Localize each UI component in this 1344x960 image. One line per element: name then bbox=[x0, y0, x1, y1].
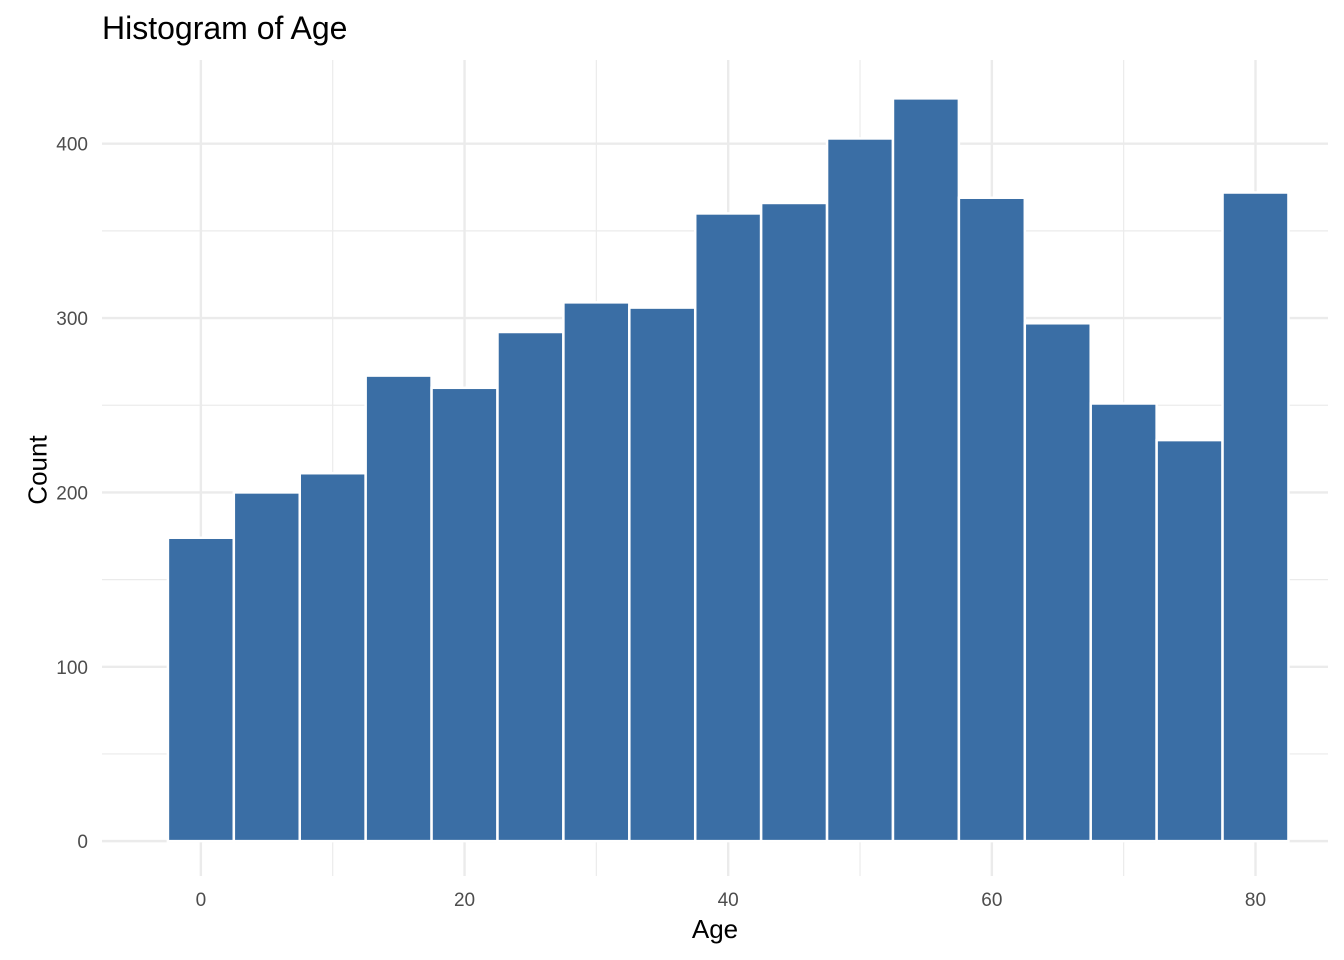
histogram-bar bbox=[364, 374, 433, 843]
histogram-bar bbox=[628, 306, 697, 843]
chart-title: Histogram of Age bbox=[102, 10, 348, 46]
y-tick-label: 0 bbox=[77, 832, 88, 853]
histogram-bar bbox=[825, 137, 895, 843]
x-tick-label: 80 bbox=[1245, 890, 1266, 911]
y-tick-label: 200 bbox=[56, 483, 88, 504]
x-tick-labels: 0 20 40 60 80 bbox=[196, 890, 1266, 911]
histogram-bar bbox=[562, 301, 631, 843]
histogram-bar bbox=[496, 330, 565, 843]
histogram-bar bbox=[1155, 438, 1224, 843]
histogram-bar bbox=[957, 196, 1027, 843]
histogram-bar bbox=[1089, 402, 1158, 843]
x-axis-label: Age bbox=[691, 914, 739, 944]
y-tick-label: 100 bbox=[56, 658, 88, 679]
histogram-bar bbox=[298, 471, 367, 843]
x-tick-label: 40 bbox=[718, 890, 739, 911]
histogram-bars bbox=[166, 97, 1290, 843]
histogram-bar bbox=[759, 201, 829, 843]
histogram-bar bbox=[232, 491, 301, 843]
x-tick-label: 60 bbox=[981, 890, 1002, 911]
histogram-bar bbox=[1023, 322, 1092, 843]
histogram-bar bbox=[166, 536, 236, 843]
x-tick-label: 20 bbox=[454, 890, 475, 911]
histogram-bar bbox=[430, 386, 499, 843]
x-tick-label: 0 bbox=[196, 890, 207, 911]
y-tick-label: 300 bbox=[56, 309, 88, 330]
y-tick-label: 400 bbox=[56, 135, 88, 156]
y-tick-labels: 0 100 200 300 400 bbox=[56, 135, 88, 853]
histogram-bar bbox=[693, 212, 763, 843]
histogram-bar bbox=[891, 97, 961, 843]
histogram-bar bbox=[1221, 191, 1290, 843]
